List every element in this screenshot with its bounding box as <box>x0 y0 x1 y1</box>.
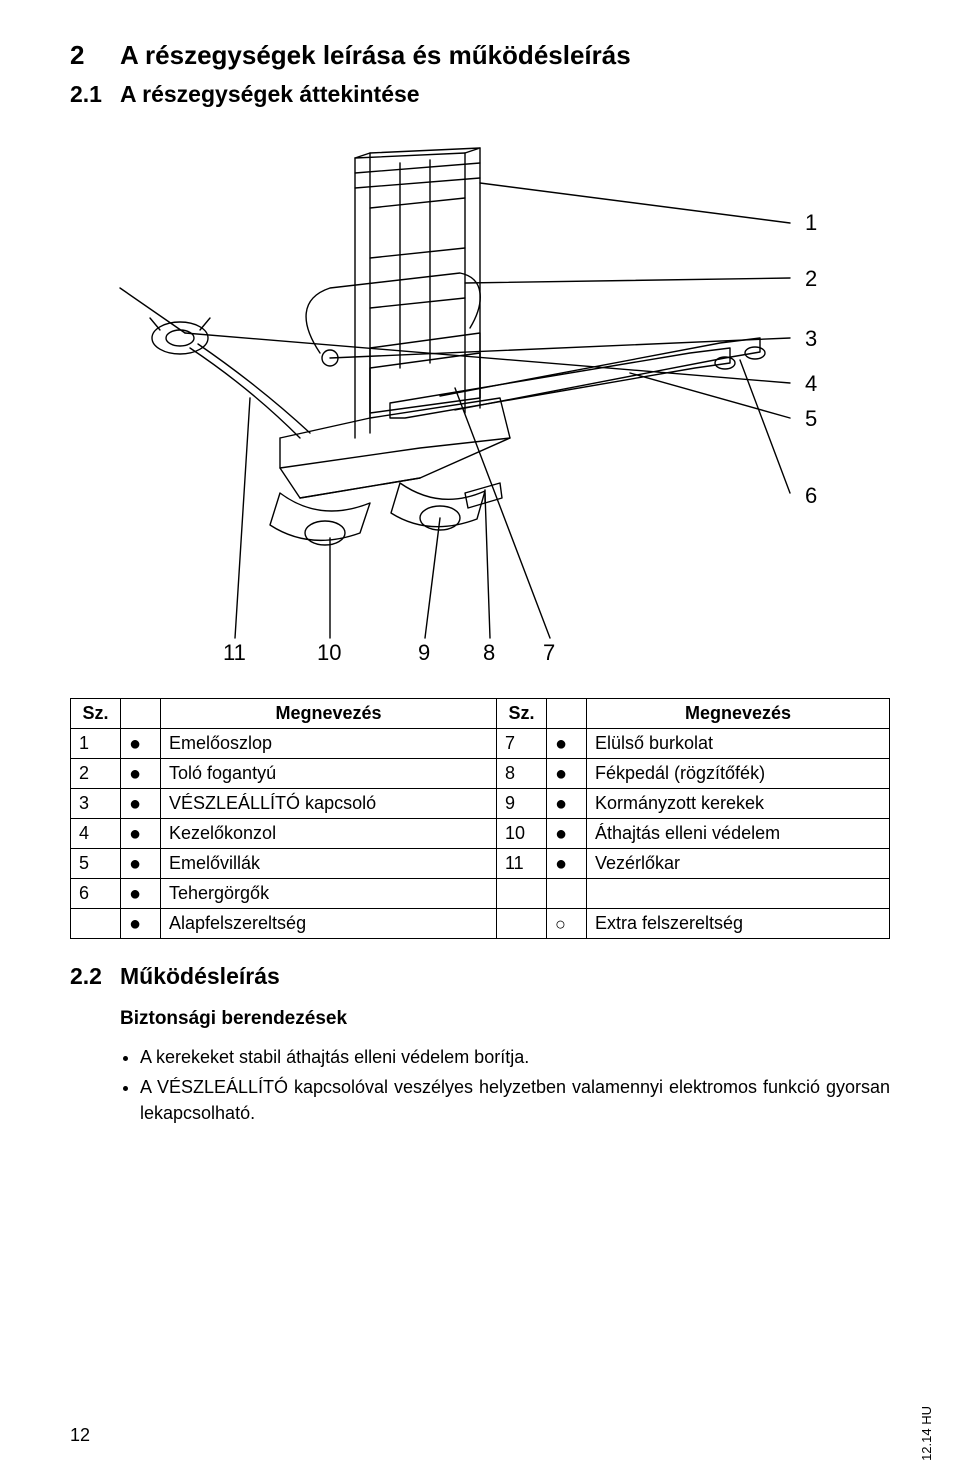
th-sz-left: Sz. <box>71 699 121 729</box>
heading-3: Biztonsági berendezések <box>120 1008 890 1030</box>
th-sym-left <box>121 699 161 729</box>
heading-2a-text: A részegységek áttekintése <box>120 81 420 108</box>
table-row: 5 ● Emelővillák 11 ● Vezérlőkar <box>71 849 890 879</box>
heading-2a: 2.1 A részegységek áttekintése <box>70 81 890 108</box>
parts-table: Sz. Megnevezés Sz. Megnevezés 1 ● Emelőo… <box>70 698 890 939</box>
table-row: 4 ● Kezelőkonzol 10 ● Áthajtás elleni vé… <box>71 819 890 849</box>
th-sz-right: Sz. <box>496 699 546 729</box>
table-row-legend: ● Alapfelszereltség ○ Extra felszereltsé… <box>71 909 890 939</box>
page: 2 A részegységek leírása és működésleírá… <box>0 0 960 1476</box>
side-code: 12.14 HU <box>919 1406 934 1461</box>
callout-7: 7 <box>543 640 555 666</box>
callout-10: 10 <box>317 640 341 666</box>
th-name-right: Megnevezés <box>586 699 889 729</box>
th-sym-right <box>546 699 586 729</box>
table-header-row: Sz. Megnevezés Sz. Megnevezés <box>71 699 890 729</box>
page-number: 12 <box>70 1425 90 1446</box>
table-body: 1 ● Emelőoszlop 7 ● Elülső burkolat 2 ● … <box>71 729 890 939</box>
callout-3: 3 <box>805 326 817 352</box>
heading-2b-text: Működésleírás <box>120 963 280 990</box>
safety-list: A kerekeket stabil áthajtás elleni védel… <box>120 1044 890 1126</box>
th-name-left: Megnevezés <box>161 699 497 729</box>
heading-1: 2 A részegységek leírása és működésleírá… <box>70 40 890 71</box>
heading-2b: 2.2 Működésleírás <box>70 963 890 990</box>
stacker-diagram <box>70 138 890 678</box>
callout-2: 2 <box>805 266 817 292</box>
callout-1: 1 <box>805 210 817 236</box>
heading-1-text: A részegységek leírása és működésleírás <box>120 40 631 71</box>
table-row: 1 ● Emelőoszlop 7 ● Elülső burkolat <box>71 729 890 759</box>
callout-9: 9 <box>418 640 430 666</box>
callout-8: 8 <box>483 640 495 666</box>
table-row: 3 ● VÉSZLEÁLLÍTÓ kapcsoló 9 ● Kormányzot… <box>71 789 890 819</box>
callout-6: 6 <box>805 483 817 509</box>
heading-1-num: 2 <box>70 40 120 71</box>
heading-2b-num: 2.2 <box>70 963 120 990</box>
heading-2a-num: 2.1 <box>70 81 120 108</box>
callout-5: 5 <box>805 406 817 432</box>
list-item: A VÉSZLEÁLLÍTÓ kapcsolóval veszélyes hel… <box>140 1074 890 1126</box>
diagram-area: 1 2 3 4 5 6 7 8 9 10 11 <box>70 138 890 678</box>
table-row: 2 ● Toló fogantyú 8 ● Fékpedál (rögzítőf… <box>71 759 890 789</box>
table-row: 6 ● Tehergörgők <box>71 879 890 909</box>
list-item: A kerekeket stabil áthajtás elleni védel… <box>140 1044 890 1070</box>
callout-4: 4 <box>805 371 817 397</box>
callout-11: 11 <box>223 640 246 666</box>
